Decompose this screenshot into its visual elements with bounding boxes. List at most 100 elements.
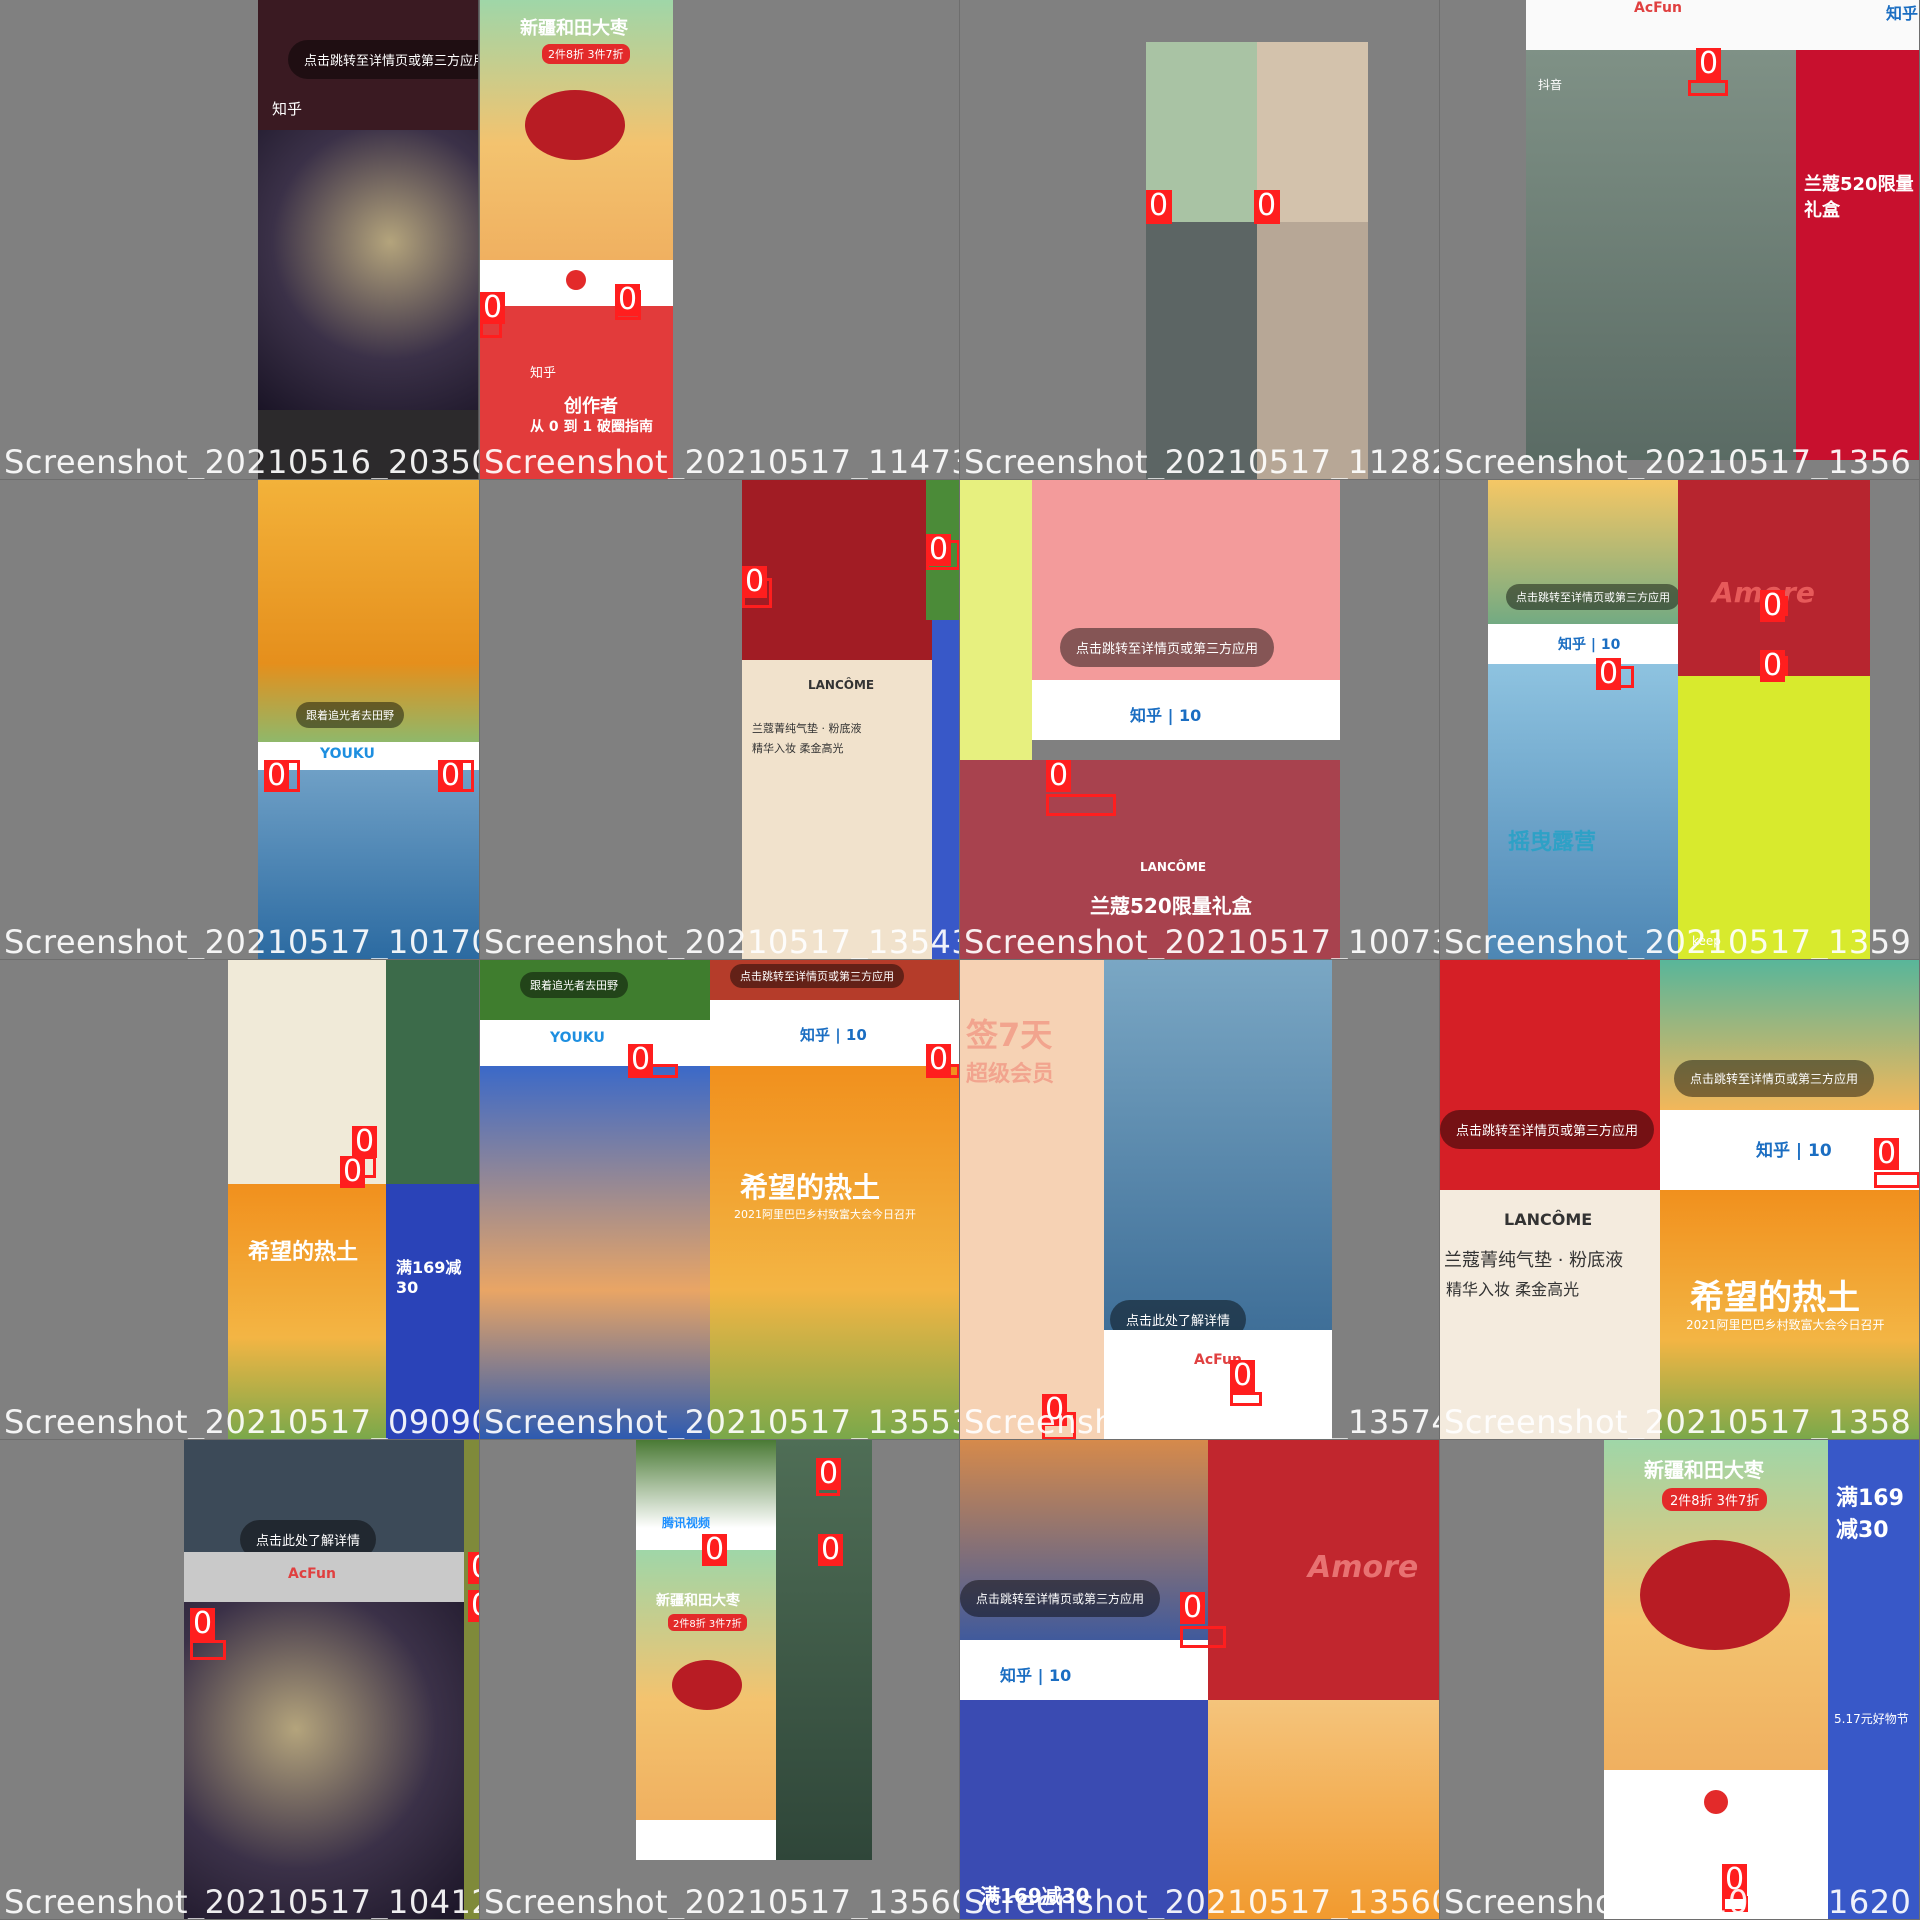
detection-label: 0 [1146, 190, 1172, 222]
hope-field-banner: 希望的热土 2021阿里巴巴乡村致富大会今日召开 [710, 1066, 959, 1439]
detection-label: 0 [1230, 1360, 1256, 1392]
mosaic-cell-6: LANCÔME 兰蔻菁纯气垫 · 粉底液 精华入妆 柔金高光 0 0 Scree… [480, 480, 960, 960]
mosaic-cell-7: 点击跳转至详情页或第三方应用 知乎 | 10 LANCÔME 兰蔻520限量礼盒… [960, 480, 1440, 960]
caption: Screenshot_20210517_101708 [4, 923, 480, 960]
youku-zhihu-tile: 跟着追光者去田野 YOUKU 点击跳转至详情页或第三方应用 知乎 | 10 希望… [480, 960, 959, 1439]
detection-box [1230, 1392, 1262, 1406]
creator-ad: 知乎 创作者 从 0 到 1 破圈指南 [480, 306, 673, 479]
lancome-hope-tile: 希望的热土 满169减30 [228, 960, 479, 1439]
zhihu-label: 知乎 [272, 100, 303, 118]
mosaic-cell-13: 点击此处了解详情 AcFun 0 0 0 Screenshot_20210517… [0, 1440, 480, 1920]
mosaic-cell-10: 跟着追光者去田野 YOUKU 点击跳转至详情页或第三方应用 知乎 | 10 希望… [480, 960, 960, 1440]
detection-box [1688, 80, 1728, 96]
detection-label: 0 [1874, 1138, 1900, 1170]
douyin-ad-tile: AcFun 知乎 抖音 兰蔻520限量礼盒 [1526, 0, 1919, 460]
detection-label: 0 [468, 1590, 479, 1622]
mosaic-cell-5: 跟着追光者去田野 YOUKU 0 0 Screenshot_20210517_1… [0, 480, 480, 960]
detection-label: 0 [1696, 48, 1722, 80]
detection-label: 0 [615, 284, 641, 316]
lancome-product: LANCÔME 兰蔻菁纯气垫 · 粉底液 精华入妆 柔金高光 [742, 660, 932, 959]
amore-panel: Amore [1678, 480, 1870, 676]
mosaic-cell-9: 希望的热土 满169减30 0 0 Screenshot_20210517_09… [0, 960, 480, 1440]
monkey-game-ad [480, 1066, 710, 1439]
warrior-illustration [184, 1602, 464, 1919]
detection-label: 0 [742, 566, 768, 598]
detection-label: 0 [352, 1126, 378, 1158]
monkey-amore-tile: 点击跳转至详情页或第三方应用 知乎 | 10 满169减30 Amore [960, 1440, 1439, 1919]
monkey-scene-2 [1257, 222, 1368, 479]
acfun-comic-tile [1146, 42, 1368, 479]
detection-label: 0 [1760, 590, 1786, 622]
caption: Screenshot_20210517_112824 [964, 443, 1440, 480]
yaoye-anime: 摇曳露营 [1488, 664, 1678, 959]
coupon-panel: 满169减30 5.17元好物节 [1828, 1440, 1919, 1919]
detection-label: 0 [1046, 760, 1072, 792]
detection-label: 0 [264, 760, 290, 792]
lancome-product: LANCÔME 兰蔻菁纯气垫 · 粉底液 精华入妆 柔金高光 [1440, 1190, 1660, 1439]
misty-river-scene [776, 1440, 872, 1860]
acfun-game-tile: 点击此处了解详情 AcFun [184, 1440, 479, 1919]
detection-label: 0 [480, 292, 506, 324]
unicom-logo-icon [566, 270, 586, 290]
zhihu-logo: 知乎 [1886, 4, 1919, 23]
caption: Screenshot_20210517_1356 [1444, 443, 1912, 480]
detection-label: 0 [1042, 1394, 1068, 1426]
detection-box [1180, 1626, 1226, 1648]
mosaic-cell-15: 点击跳转至详情页或第三方应用 知乎 | 10 满169减30 Amore 0 S… [960, 1440, 1440, 1920]
yaoye-anime [1104, 960, 1332, 1330]
game-footer [258, 410, 478, 479]
mosaic-cell-8: 点击跳转至详情页或第三方应用 知乎 | 10 摇曳露营 Amore keep 0… [1440, 480, 1920, 960]
illustration-panel [1032, 480, 1340, 680]
rain-scene [1146, 222, 1257, 479]
mosaic-cell-14: 腾讯视频 新疆和田大枣 2件8折 3件7折 0 0 0 Screenshot_2… [480, 1440, 960, 1920]
caption: Screenshot_20210516_203509 [4, 443, 480, 480]
dates-ad: 新疆和田大枣 2件8折 3件7折 [1604, 1440, 1828, 1770]
man169-panel: 满169减30 [386, 1184, 479, 1439]
detection-label: 0 [926, 1044, 952, 1076]
detection-label: 0 [816, 1458, 842, 1490]
wheat-field [258, 480, 479, 742]
detection-label: 0 [818, 1534, 844, 1566]
zhihu-hope-tile: 点击跳转至详情页或第三方应用 LANCÔME 兰蔻菁纯气垫 · 粉底液 精华入妆… [1440, 960, 1919, 1439]
caption: Screenshot_20210517_1620 [1444, 1883, 1912, 1920]
caption: Screenshot_20210517_135430 [484, 923, 960, 960]
amore-panel: Amore [1208, 1440, 1439, 1700]
creator-title: 创作者 [564, 396, 618, 417]
detection-label: 0 [190, 1608, 216, 1640]
mosaic-cell-2: 新疆和田大枣 2件8折 3件7折 知乎 创作者 从 0 到 1 破圈指南 0 0… [480, 0, 960, 480]
amore-banner [742, 480, 932, 660]
detection-label: 0 [1596, 658, 1622, 690]
acfun-logo: AcFun [1634, 0, 1682, 16]
mosaic-cell-11: 签7天 超级会员 点击此处了解详情 AcFun 0 0 Screenshot_2… [960, 960, 1440, 1440]
hope-field-banner: 希望的热土 [228, 1184, 386, 1439]
unicom-logo-icon [1704, 1790, 1728, 1814]
hope-field-banner: 希望的热土 2021阿里巴巴乡村致富大会今日召开 [1660, 1190, 1919, 1439]
caption: Screenshot_20210517_1359 [1444, 923, 1912, 960]
mosaic-cell-16: 新疆和田大枣 2件8折 3件7折 满169减30 5.17元好物节 0 Scre… [1440, 1440, 1920, 1920]
caption: Screenshot_20210517_104124 [4, 1883, 480, 1920]
mosaic-cell-3: 0 0 Screenshot_20210517_112824 [960, 0, 1440, 480]
detection-label: 0 [438, 760, 464, 792]
mosaic-cell-12: 点击跳转至详情页或第三方应用 LANCÔME 兰蔻菁纯气垫 · 粉底液 精华入妆… [1440, 960, 1920, 1440]
lancome-red-ad: 兰蔻520限量礼盒 [1796, 50, 1919, 460]
caption: Screenshot_20210517_135537 [484, 1403, 960, 1440]
zhihu-lancome-tile: 点击跳转至详情页或第三方应用 知乎 | 10 LANCÔME 兰蔻520限量礼盒 [960, 480, 1340, 959]
keep-fitness-ad: keep [1678, 676, 1870, 959]
monkey-game-ad [960, 1440, 1208, 1640]
hope-field-banner [1208, 1700, 1439, 1919]
tencent-dates-tile: 腾讯视频 新疆和田大枣 2件8折 3件7折 [636, 1440, 872, 1860]
detection-label: 0 [340, 1156, 366, 1188]
dates-ad-tile: 新疆和田大枣 2件8折 3件7折 知乎 创作者 从 0 到 1 破圈指南 [480, 0, 673, 479]
youku-logo: YOUKU [320, 746, 375, 762]
jump-detail-pill[interactable]: 点击跳转至详情页或第三方应用 [288, 40, 478, 79]
dates-ad: 新疆和田大枣 2件8折 3件7折 [636, 1550, 776, 1820]
discount-badge: 2件8折 3件7折 [542, 44, 630, 64]
crane-illustration [1660, 960, 1919, 1110]
anime-keep-tile: 点击跳转至详情页或第三方应用 知乎 | 10 摇曳露营 Amore keep [1488, 480, 1919, 959]
detection-label: 0 [1254, 190, 1280, 222]
caption: Screenshot_20210517_135602 [964, 1883, 1440, 1920]
detection-box [1046, 794, 1116, 816]
vip-sign-panel: 签7天 超级会员 [960, 960, 1104, 1439]
detection-label: 0 [628, 1044, 654, 1076]
